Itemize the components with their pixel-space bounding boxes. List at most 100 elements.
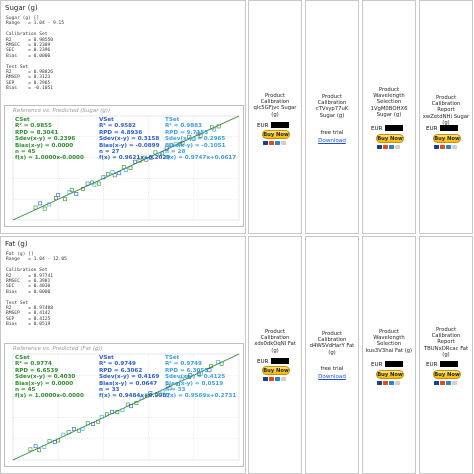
- sugar-product-cards: Product Calibration qlc5GFjvc Sugar (g) …: [248, 0, 474, 234]
- amex-icon: [446, 381, 451, 385]
- cset-point: [144, 157, 149, 162]
- cset-point: [106, 172, 110, 177]
- vset-point: [85, 181, 90, 186]
- product-title: Product Calibration Report TBUNxDRcac Fa…: [423, 327, 469, 358]
- tset-point: [80, 427, 85, 431]
- plot-frame: [12, 353, 240, 461]
- mastercard-icon: [383, 145, 388, 149]
- product-card: Product Calibration Report xwZetdNHi Sug…: [419, 0, 473, 234]
- fat-stats-panel: Fat (g) Fat (g) [] Range = 1.04 - 12.05 …: [0, 236, 246, 474]
- visa-icon: [263, 141, 268, 145]
- cset-point: [115, 409, 120, 414]
- amex-icon: [275, 141, 280, 145]
- vset-point: [117, 171, 122, 176]
- cset-point: [37, 448, 41, 453]
- vset-stats: VSet R² = 0.9582 RPD = 4.8936 Sdev(x-y) …: [99, 117, 171, 162]
- price-redacted: [384, 125, 403, 131]
- tset-point: [142, 155, 146, 160]
- buy-now-button[interactable]: Buy Now: [376, 370, 404, 379]
- cset-point: [128, 166, 133, 170]
- download-link[interactable]: Download: [318, 138, 346, 144]
- vset-stats: VSet R² = 0.9749 RPD = 6.3062 Sdev(x-y) …: [99, 355, 171, 400]
- tset-point: [99, 414, 104, 419]
- product-title: Product Calibration Report xwZetdNHi Sug…: [422, 95, 470, 126]
- vset-point: [110, 409, 114, 414]
- product-title: Product Calibration d4WSVdHarY Fat (g): [309, 331, 355, 356]
- cset-point: [137, 158, 142, 163]
- payment-icons: [434, 145, 457, 149]
- vset-point: [52, 440, 57, 444]
- plot-title: Reference vs. Predicted (Sugar (g)): [13, 108, 111, 114]
- tset-point: [158, 152, 162, 157]
- price: EUR: [257, 122, 289, 129]
- cset-point: [66, 430, 71, 435]
- vset-point: [188, 373, 193, 378]
- cset-point: [96, 419, 101, 424]
- product-card: Product Calibration Report TBUNxDRcac Fa…: [419, 236, 473, 474]
- vset-point: [148, 155, 153, 160]
- tset-point: [120, 408, 125, 413]
- sugar-section: Sugar (g) Sugar (g) [] Range = 1.04 - 9.…: [0, 0, 474, 234]
- tset-point: [179, 377, 184, 382]
- cset-point: [104, 412, 109, 417]
- payment-icons: [263, 141, 286, 145]
- paypal-icon: [395, 381, 400, 385]
- product-card: Product Wavelength Selection kus3V3hai F…: [362, 236, 416, 474]
- tset-point: [67, 190, 72, 194]
- buy-now-button[interactable]: Buy Now: [433, 134, 461, 143]
- product-card: Product Calibration d4WSVdHarY Fat (g) f…: [305, 236, 359, 474]
- vset-point: [56, 193, 61, 197]
- vset-point: [38, 201, 43, 206]
- stats-text: Sugar (g) [] Range = 1.04 - 9.15 Calibra…: [6, 16, 65, 92]
- mastercard-icon: [383, 381, 388, 385]
- price-currency: EUR: [371, 126, 383, 132]
- tset-point: [110, 170, 115, 175]
- vset-point: [207, 368, 212, 373]
- vset-point: [196, 131, 201, 136]
- product-card: Product Calibration cTVsyp77uK Sugar (g)…: [305, 0, 359, 234]
- cset-point: [155, 392, 160, 396]
- vset-point: [74, 192, 79, 196]
- price-redacted: [270, 122, 289, 128]
- cset-point: [169, 143, 174, 148]
- price: EUR: [426, 361, 458, 368]
- tset-point: [61, 432, 66, 437]
- buy-now-button[interactable]: Buy Now: [262, 366, 290, 375]
- vset-point: [91, 422, 95, 427]
- cset-point: [176, 382, 181, 387]
- vset-point: [148, 391, 153, 396]
- price: EUR: [371, 125, 403, 132]
- vset-point: [71, 427, 76, 431]
- buy-now-button[interactable]: Buy Now: [262, 130, 290, 139]
- price-currency: EUR: [371, 362, 383, 368]
- cset-point: [209, 125, 214, 130]
- tset-point: [191, 136, 196, 141]
- cset-point: [33, 205, 38, 210]
- cset-point: [63, 197, 67, 202]
- download-link[interactable]: Download: [318, 374, 346, 380]
- tset-point: [47, 202, 52, 207]
- fat-plot: Reference vs. Predicted (Fat (g)) CSet R…: [4, 343, 244, 467]
- product-card: Product Wavelength Selection 1VgM0BOHX6 …: [362, 0, 416, 234]
- mastercard-icon: [440, 145, 445, 149]
- visa-icon: [434, 381, 439, 385]
- plot-frame: [12, 115, 240, 221]
- tset-point: [92, 182, 97, 187]
- product-card: Product Calibration xds0dkOqNl Fat (g) E…: [248, 236, 302, 474]
- tset-point: [212, 127, 217, 132]
- free-trial-label: free trial: [320, 366, 344, 372]
- vset-point: [129, 404, 134, 409]
- buy-now-button[interactable]: Buy Now: [433, 370, 461, 379]
- fat-product-cards: Product Calibration xds0dkOqNl Fat (g) E…: [248, 236, 474, 474]
- cset-point: [198, 133, 203, 138]
- tset-point: [124, 168, 128, 172]
- section-title: Sugar (g): [5, 4, 38, 12]
- tset-point: [42, 445, 47, 449]
- vset-point: [33, 444, 38, 449]
- cset-stats: CSet R² = 0.9774 RPD = 6.6539 Sdev(x-y) …: [15, 355, 84, 400]
- cset-point: [134, 401, 139, 405]
- buy-now-button[interactable]: Buy Now: [376, 134, 404, 143]
- cset-point: [178, 142, 183, 146]
- visa-icon: [434, 145, 439, 149]
- tset-point: [160, 389, 165, 394]
